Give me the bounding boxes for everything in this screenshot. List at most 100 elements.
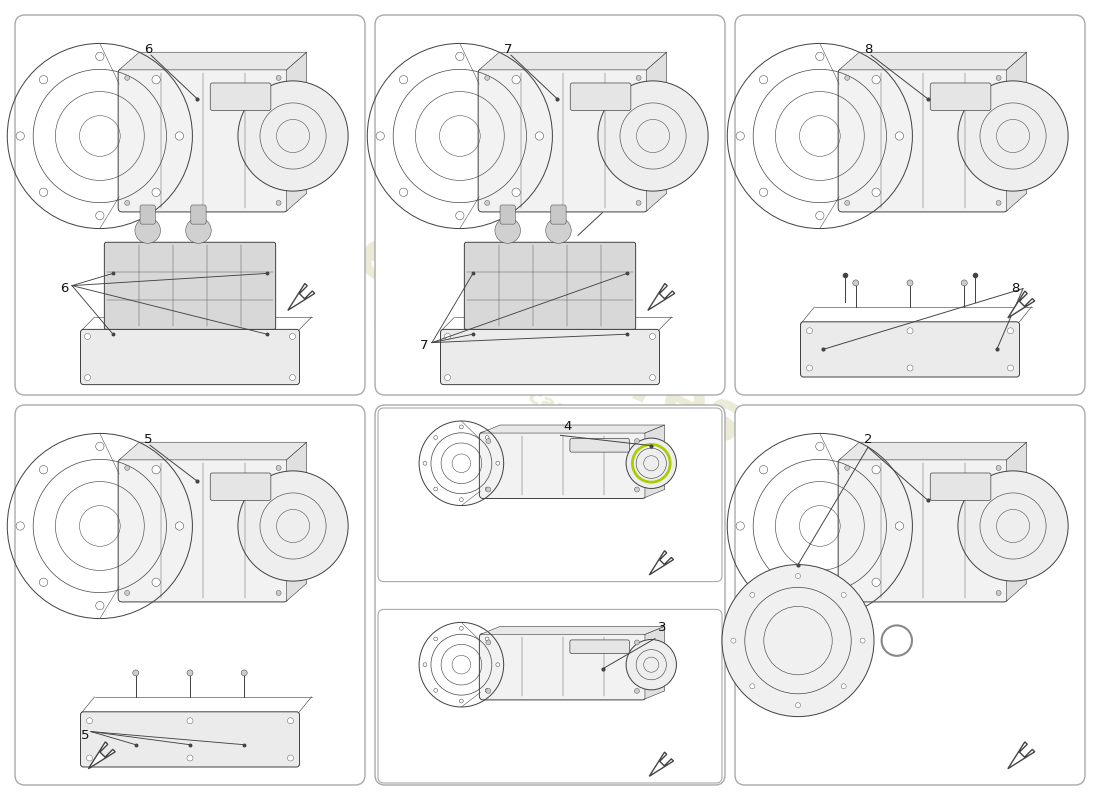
- Circle shape: [124, 466, 130, 470]
- Circle shape: [486, 640, 491, 645]
- FancyBboxPatch shape: [118, 69, 287, 212]
- Circle shape: [433, 689, 438, 692]
- Circle shape: [485, 201, 490, 206]
- FancyBboxPatch shape: [375, 15, 725, 395]
- Circle shape: [276, 75, 282, 80]
- Circle shape: [997, 466, 1001, 470]
- Circle shape: [649, 374, 656, 381]
- FancyBboxPatch shape: [570, 438, 629, 452]
- Circle shape: [485, 436, 490, 439]
- Circle shape: [795, 702, 801, 708]
- FancyBboxPatch shape: [480, 432, 646, 498]
- FancyBboxPatch shape: [931, 83, 991, 110]
- Circle shape: [40, 188, 47, 197]
- Circle shape: [512, 75, 520, 84]
- Circle shape: [626, 438, 676, 489]
- Circle shape: [485, 75, 490, 80]
- FancyBboxPatch shape: [140, 205, 155, 224]
- Circle shape: [85, 334, 90, 339]
- Polygon shape: [287, 52, 307, 211]
- Polygon shape: [648, 283, 674, 310]
- Circle shape: [845, 590, 849, 595]
- FancyBboxPatch shape: [80, 330, 299, 385]
- Circle shape: [486, 689, 491, 694]
- Text: 05: 05: [1008, 666, 1082, 734]
- Circle shape: [759, 578, 768, 586]
- Circle shape: [424, 462, 427, 465]
- Text: 6: 6: [144, 42, 152, 56]
- Circle shape: [444, 334, 451, 339]
- FancyBboxPatch shape: [104, 242, 276, 330]
- Circle shape: [96, 52, 104, 61]
- Circle shape: [795, 574, 801, 578]
- Circle shape: [40, 466, 47, 474]
- Circle shape: [845, 201, 849, 206]
- Circle shape: [1008, 365, 1013, 371]
- Polygon shape: [1008, 742, 1035, 769]
- Circle shape: [175, 132, 184, 140]
- Circle shape: [997, 590, 1001, 595]
- Circle shape: [860, 638, 865, 643]
- Circle shape: [85, 374, 90, 381]
- Circle shape: [124, 75, 130, 80]
- FancyBboxPatch shape: [440, 330, 660, 385]
- Circle shape: [495, 218, 520, 243]
- Circle shape: [649, 334, 656, 339]
- Polygon shape: [119, 52, 307, 70]
- FancyBboxPatch shape: [375, 405, 725, 785]
- Circle shape: [460, 498, 463, 502]
- Circle shape: [175, 522, 184, 530]
- Circle shape: [238, 471, 348, 581]
- Circle shape: [806, 365, 813, 371]
- Circle shape: [455, 52, 464, 61]
- Circle shape: [872, 188, 880, 197]
- Circle shape: [399, 188, 408, 197]
- Circle shape: [87, 718, 92, 724]
- Circle shape: [598, 81, 708, 191]
- Circle shape: [958, 471, 1068, 581]
- FancyBboxPatch shape: [735, 405, 1085, 785]
- Circle shape: [750, 593, 755, 598]
- Circle shape: [289, 374, 296, 381]
- Circle shape: [96, 211, 104, 220]
- Circle shape: [485, 637, 490, 641]
- Circle shape: [750, 684, 755, 689]
- FancyBboxPatch shape: [464, 242, 636, 330]
- Circle shape: [852, 280, 859, 286]
- Circle shape: [536, 132, 543, 140]
- Circle shape: [135, 218, 161, 243]
- Circle shape: [433, 487, 438, 491]
- Polygon shape: [88, 742, 116, 769]
- FancyBboxPatch shape: [838, 459, 1008, 602]
- Text: 8: 8: [864, 42, 872, 56]
- Circle shape: [958, 81, 1068, 191]
- Circle shape: [152, 466, 161, 474]
- Circle shape: [287, 718, 294, 724]
- Circle shape: [485, 689, 490, 692]
- Circle shape: [816, 211, 824, 220]
- Circle shape: [276, 466, 282, 470]
- Circle shape: [276, 590, 282, 595]
- Circle shape: [124, 590, 130, 595]
- Circle shape: [187, 670, 192, 676]
- Circle shape: [842, 684, 846, 689]
- FancyBboxPatch shape: [378, 610, 722, 783]
- Circle shape: [872, 466, 880, 474]
- Circle shape: [40, 578, 47, 586]
- Circle shape: [187, 718, 192, 724]
- Circle shape: [444, 374, 451, 381]
- FancyBboxPatch shape: [378, 408, 722, 582]
- Circle shape: [124, 201, 130, 206]
- Circle shape: [759, 75, 768, 84]
- Polygon shape: [839, 52, 1026, 70]
- Circle shape: [152, 75, 161, 84]
- Polygon shape: [839, 442, 1026, 460]
- Circle shape: [816, 52, 824, 61]
- Text: 2: 2: [864, 433, 872, 446]
- Circle shape: [496, 462, 499, 465]
- Polygon shape: [1006, 52, 1026, 211]
- Circle shape: [485, 487, 490, 491]
- Circle shape: [842, 593, 846, 598]
- Circle shape: [460, 425, 463, 429]
- Circle shape: [433, 637, 438, 641]
